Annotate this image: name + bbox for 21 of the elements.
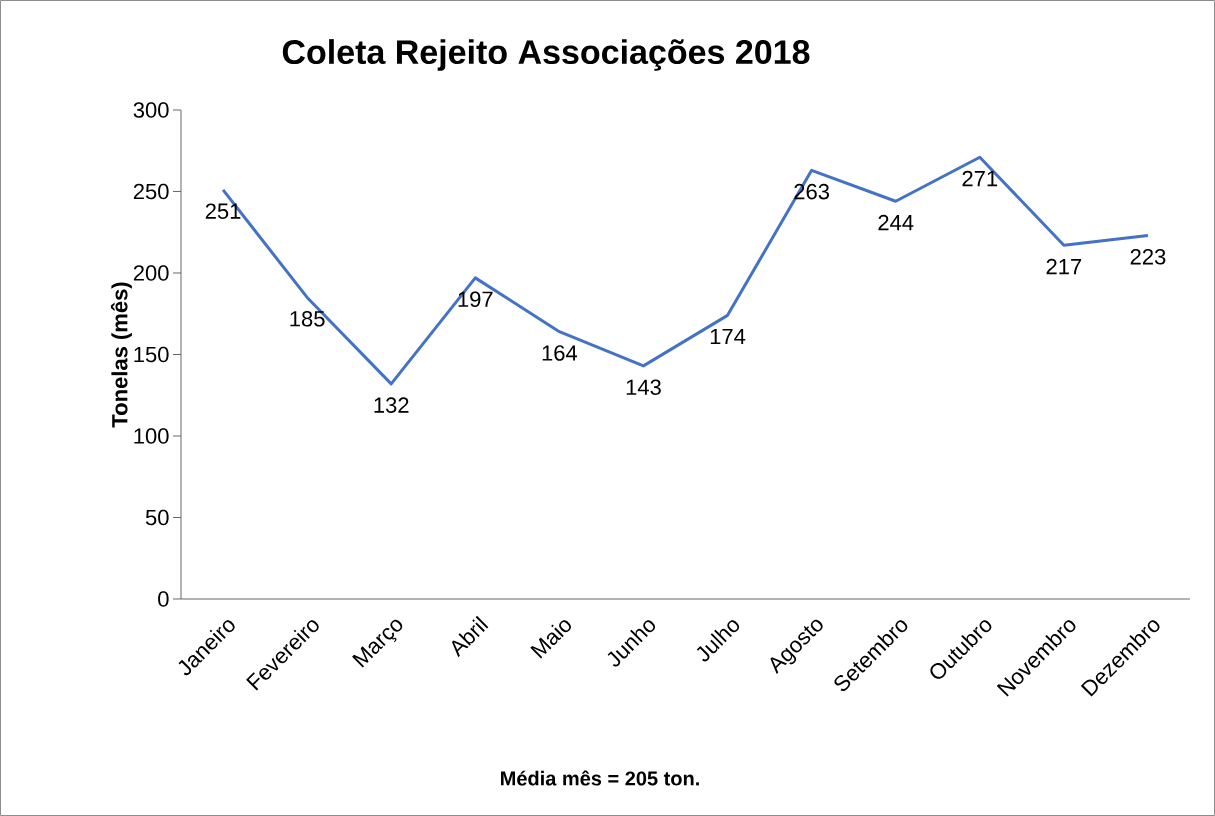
data-label: 197: [458, 291, 493, 307]
data-label: 185: [290, 310, 325, 327]
data-label: 132: [374, 397, 409, 413]
text: Média mês = 205 ton.: [501, 770, 699, 786]
y-axis-title: Tonelas (mês): [110, 282, 132, 428]
y-tick-label: 100: [134, 428, 169, 444]
chart-title: Coleta Rejeito Associações 2018: [282, 39, 810, 71]
y-tick-label: 50: [145, 509, 169, 526]
data-label: 251: [205, 203, 241, 219]
data-label: 271: [962, 170, 998, 187]
data-label: 143: [626, 379, 661, 396]
data-label: 174: [710, 328, 746, 345]
y-tick-label: 200: [133, 265, 169, 281]
data-label: 223: [1130, 249, 1166, 265]
data-label: 244: [878, 214, 914, 231]
y-tick-label: 250: [133, 183, 169, 200]
y-tick-label: 300: [133, 102, 169, 118]
data-label: 217: [1046, 258, 1082, 275]
y-tick-label: 0: [158, 591, 169, 607]
data-label: 164: [542, 345, 578, 361]
y-tick-label: 150: [134, 346, 169, 363]
